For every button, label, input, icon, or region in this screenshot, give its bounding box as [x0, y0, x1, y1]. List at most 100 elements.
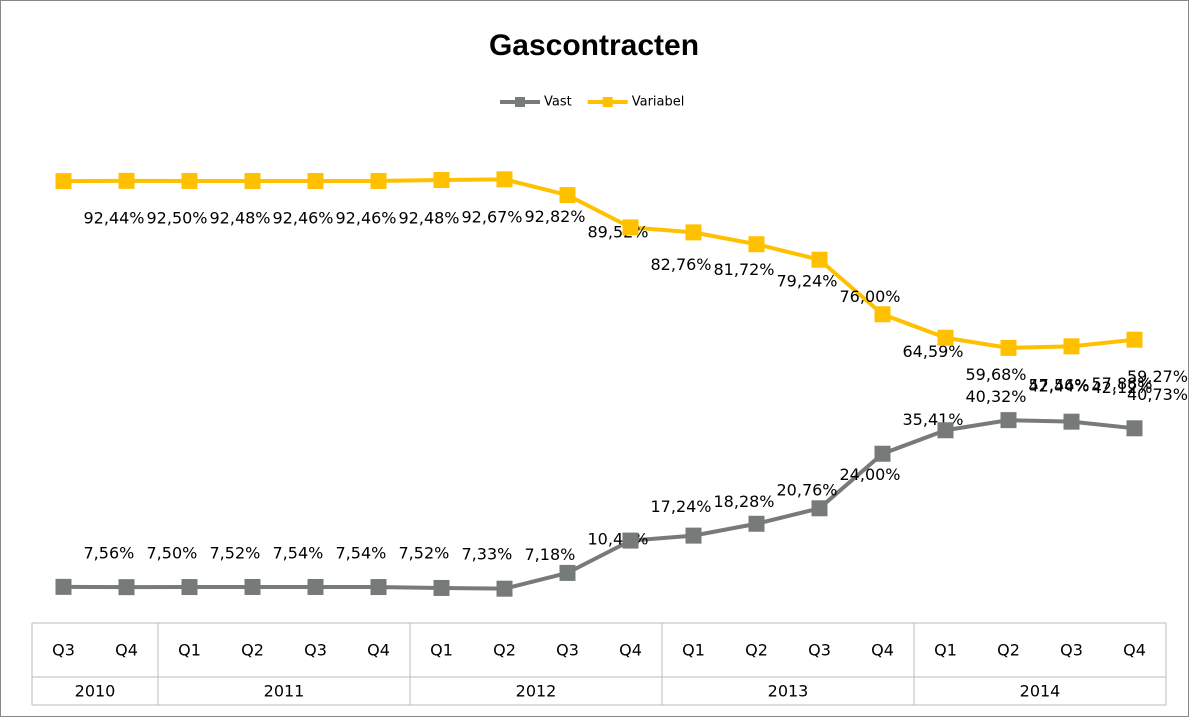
x-tick-label: Q4 — [1123, 641, 1146, 660]
group-label: 2011 — [264, 682, 305, 701]
data-label: 7,50% — [147, 544, 198, 563]
data-label: 40,32% — [966, 387, 1027, 406]
marker — [181, 172, 198, 189]
data-label: 59,27% — [1127, 367, 1188, 386]
marker — [244, 173, 261, 190]
group-label: 2014 — [1020, 682, 1061, 701]
x-tick-label: Q3 — [1060, 641, 1083, 660]
data-label: 42,12% — [1092, 378, 1153, 397]
data-label: 7,52% — [210, 544, 261, 563]
marker — [307, 173, 324, 190]
marker — [748, 236, 765, 253]
x-tick-label: Q4 — [367, 641, 390, 660]
data-label: 18,28% — [714, 492, 775, 511]
marker — [874, 306, 891, 323]
data-label: 92,46% — [336, 209, 397, 228]
data-label: 42,44% — [1029, 377, 1090, 396]
marker — [559, 187, 576, 204]
x-tick-label: Q3 — [304, 641, 327, 660]
legend-marker — [602, 97, 613, 107]
marker — [118, 172, 135, 189]
marker — [244, 578, 261, 595]
marker — [685, 527, 702, 544]
series-line — [63, 418, 1135, 591]
data-label: 7,52% — [399, 544, 450, 563]
data-label: 7,56% — [84, 543, 135, 562]
marker — [1126, 420, 1143, 437]
x-tick-label: Q1 — [430, 641, 453, 660]
marker — [937, 329, 954, 346]
x-tick-label: Q2 — [745, 641, 768, 660]
marker — [559, 564, 576, 581]
data-label: 82,76% — [651, 255, 712, 274]
x-tick-label: Q3 — [808, 641, 831, 660]
x-tick-label: Q2 — [241, 641, 264, 660]
data-label: 92,67% — [462, 208, 523, 227]
marker — [307, 578, 324, 595]
x-tick-label: Q2 — [493, 641, 516, 660]
data-label: 7,54% — [273, 543, 324, 562]
data-label: 64,59% — [903, 342, 964, 361]
data-label: 76,00% — [840, 287, 901, 306]
data-label: 81,72% — [714, 260, 775, 279]
data-label: 92,44% — [84, 209, 145, 228]
marker — [685, 224, 702, 241]
x-tick-label: Q4 — [871, 641, 894, 660]
group-label: 2010 — [75, 682, 116, 701]
data-label: 57,56% — [1029, 375, 1090, 394]
x-tick-label: Q3 — [556, 641, 579, 660]
data-label: 89,52% — [588, 223, 649, 242]
data-label: 92,50% — [147, 208, 208, 227]
data-label: 17,24% — [651, 497, 712, 516]
data-label: 92,48% — [210, 208, 271, 227]
data-label: 57,88% — [1092, 374, 1153, 393]
data-label: 59,68% — [966, 365, 1027, 384]
marker — [1063, 338, 1080, 355]
marker — [874, 445, 891, 462]
x-tick-label: Q3 — [52, 641, 75, 660]
series-line — [63, 177, 1135, 350]
marker — [622, 532, 639, 549]
marker — [1063, 413, 1080, 430]
x-tick-label: Q1 — [682, 641, 705, 660]
data-label: 24,00% — [840, 465, 901, 484]
marker — [748, 515, 765, 532]
marker — [937, 422, 954, 439]
data-label: 40,73% — [1127, 385, 1188, 404]
group-label: 2012 — [516, 682, 557, 701]
x-tick-label: Q2 — [997, 641, 1020, 660]
x-tick-label: Q1 — [934, 641, 957, 660]
legend-label: Vast — [544, 95, 572, 110]
marker — [370, 172, 387, 189]
marker — [811, 251, 828, 268]
marker — [433, 579, 450, 596]
legend-label: Variabel — [632, 95, 685, 110]
marker — [118, 579, 135, 596]
data-label: 79,24% — [777, 272, 838, 291]
marker — [55, 578, 72, 595]
data-label: 92,82% — [525, 207, 586, 226]
marker — [496, 171, 513, 188]
data-label: 7,54% — [336, 543, 387, 562]
chart-title: Gascontracten — [489, 29, 699, 62]
data-label: 20,76% — [777, 480, 838, 499]
marker — [433, 172, 450, 189]
marker — [370, 579, 387, 596]
marker — [1000, 339, 1017, 356]
data-label: 35,41% — [903, 410, 964, 429]
x-tick-label: Q4 — [619, 641, 642, 660]
marker — [55, 173, 72, 190]
marker — [1000, 412, 1017, 429]
x-tick-label: Q4 — [115, 641, 138, 660]
group-label: 2013 — [768, 682, 809, 701]
legend-marker — [515, 97, 525, 107]
marker — [496, 580, 513, 597]
x-tick-label: Q1 — [178, 641, 201, 660]
data-label: 7,18% — [525, 545, 576, 564]
marker — [1126, 331, 1143, 348]
data-label: 10,48% — [588, 529, 649, 548]
data-label: 92,48% — [399, 208, 460, 227]
data-label: 92,46% — [273, 209, 334, 228]
